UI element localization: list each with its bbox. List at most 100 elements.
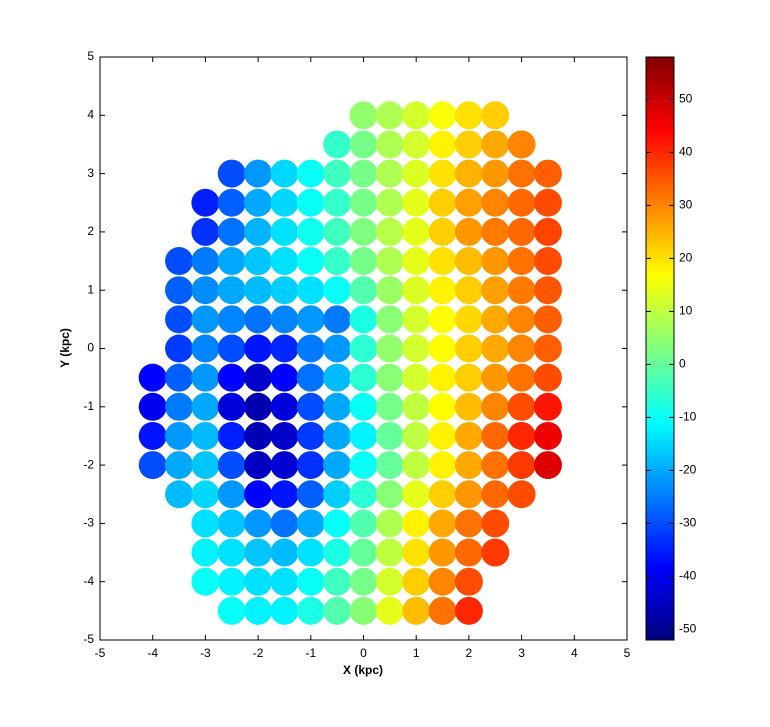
- scatter-point: [349, 305, 378, 334]
- scatter-point: [349, 596, 378, 625]
- scatter-point: [402, 363, 431, 392]
- scatter-point: [454, 159, 483, 188]
- scatter-point: [454, 188, 483, 217]
- scatter-point: [244, 334, 273, 363]
- x-tick-label: -5: [95, 646, 106, 660]
- colorbar-tick-label: -50: [679, 622, 697, 636]
- scatter-point: [533, 305, 562, 334]
- scatter-point: [454, 334, 483, 363]
- x-tick-label: -1: [305, 646, 316, 660]
- scatter-point: [507, 363, 536, 392]
- scatter-point: [270, 276, 299, 305]
- scatter-point: [481, 130, 510, 159]
- scatter-point: [270, 305, 299, 334]
- scatter-point: [323, 451, 352, 480]
- scatter-point: [270, 363, 299, 392]
- scatter-point: [428, 392, 457, 421]
- scatter-point: [270, 421, 299, 450]
- x-tick-label: 0: [360, 646, 367, 660]
- scatter-point: [296, 480, 325, 509]
- scatter-point: [454, 421, 483, 450]
- scatter-point: [454, 130, 483, 159]
- y-tick-label: 0: [87, 341, 94, 355]
- scatter-point: [507, 130, 536, 159]
- scatter-point: [296, 217, 325, 246]
- scatter-point: [349, 334, 378, 363]
- scatter-point: [217, 188, 246, 217]
- scatter-point: [428, 509, 457, 538]
- scatter-point: [244, 276, 273, 305]
- scatter-point: [138, 421, 167, 450]
- scatter-point: [454, 480, 483, 509]
- scatter-point: [323, 188, 352, 217]
- x-tick-label: -4: [147, 646, 158, 660]
- scatter-point: [217, 392, 246, 421]
- scatter-point: [533, 247, 562, 276]
- scatter-point: [217, 567, 246, 596]
- scatter-point: [244, 159, 273, 188]
- scatter-point: [428, 247, 457, 276]
- scatter-point: [454, 451, 483, 480]
- scatter-point: [217, 509, 246, 538]
- y-tick-label: 4: [87, 107, 94, 121]
- colorbar-tick-label: 50: [679, 92, 693, 106]
- scatter-point: [165, 451, 194, 480]
- scatter-point: [375, 509, 404, 538]
- scatter-point: [375, 217, 404, 246]
- scatter-point: [375, 334, 404, 363]
- scatter-point: [428, 567, 457, 596]
- scatter-point: [533, 421, 562, 450]
- scatter-point: [165, 334, 194, 363]
- scatter-point: [296, 247, 325, 276]
- scatter-point: [323, 247, 352, 276]
- scatter-point: [296, 305, 325, 334]
- y-tick-label: 3: [87, 166, 94, 180]
- scatter-point: [217, 217, 246, 246]
- scatter-point: [507, 247, 536, 276]
- scatter-point: [296, 392, 325, 421]
- scatter-point: [533, 217, 562, 246]
- scatter-point: [349, 159, 378, 188]
- scatter-point: [323, 217, 352, 246]
- y-tick-label: 2: [87, 224, 94, 238]
- scatter-point: [244, 363, 273, 392]
- scatter-point: [375, 567, 404, 596]
- scatter-point: [349, 101, 378, 130]
- y-tick-label: -5: [83, 632, 94, 646]
- colorbar-tick-label: 10: [679, 304, 693, 318]
- scatter-point: [270, 567, 299, 596]
- scatter-point: [138, 363, 167, 392]
- scatter-point: [270, 334, 299, 363]
- scatter-point: [481, 509, 510, 538]
- scatter-point: [454, 392, 483, 421]
- y-axis-label: Y (kpc): [58, 328, 72, 368]
- scatter-point: [533, 188, 562, 217]
- scatter-point: [165, 363, 194, 392]
- colorbar-tick-label: 20: [679, 251, 693, 265]
- scatter-point: [507, 451, 536, 480]
- scatter-point: [323, 567, 352, 596]
- y-tick-label: -3: [83, 516, 94, 530]
- colorbar-tick-label: -40: [679, 569, 697, 583]
- scatter-point: [323, 305, 352, 334]
- scatter-point: [402, 334, 431, 363]
- scatter-point: [323, 159, 352, 188]
- scatter-point: [428, 130, 457, 159]
- scatter-point: [165, 421, 194, 450]
- scatter-point: [428, 276, 457, 305]
- scatter-point: [507, 480, 536, 509]
- scatter-point: [375, 538, 404, 567]
- scatter-point: [296, 451, 325, 480]
- scatter-point: [191, 451, 220, 480]
- scatter-point: [349, 509, 378, 538]
- scatter-point: [349, 392, 378, 421]
- scatter-point: [244, 247, 273, 276]
- scatter-points: [138, 101, 562, 625]
- x-tick-label: 3: [518, 646, 525, 660]
- scatter-point: [191, 247, 220, 276]
- scatter-point: [402, 480, 431, 509]
- scatter-point: [402, 276, 431, 305]
- scatter-point: [244, 480, 273, 509]
- scatter-point: [296, 334, 325, 363]
- scatter-point: [507, 188, 536, 217]
